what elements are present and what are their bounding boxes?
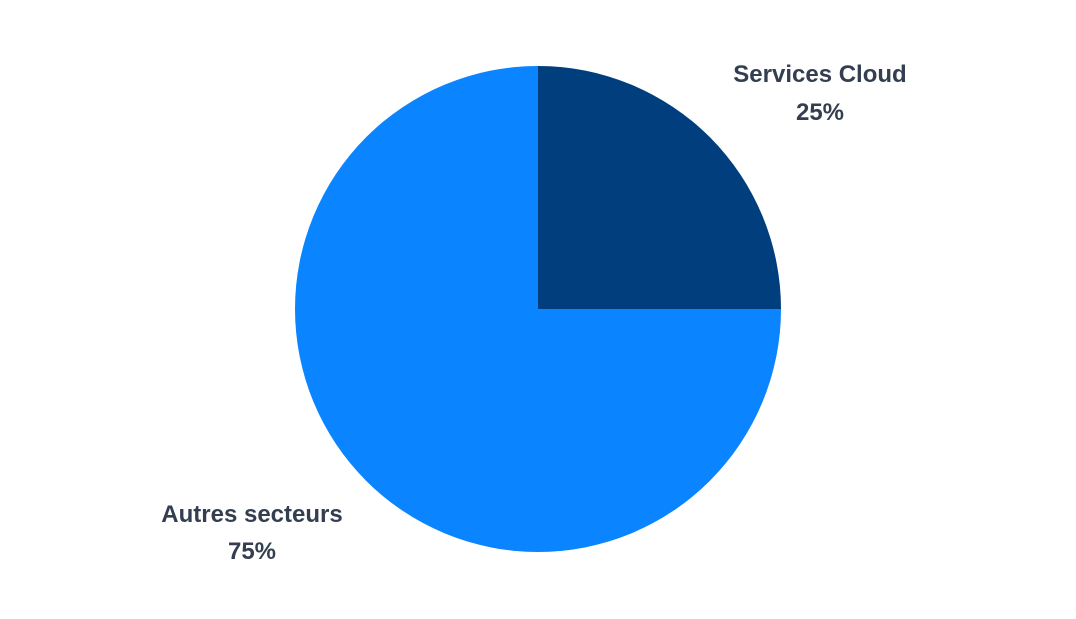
slice-name-label: Autres secteurs — [161, 501, 342, 528]
pie-labels: Services Cloud 25% Autres secteurs 75% — [161, 61, 906, 565]
slice-value-label: 75% — [228, 538, 276, 565]
pie-slice — [295, 66, 781, 552]
pie-slice — [538, 66, 781, 309]
pie-slices — [295, 66, 781, 552]
slice-value-label: 25% — [796, 99, 844, 126]
slice-name-label: Services Cloud — [733, 61, 906, 88]
